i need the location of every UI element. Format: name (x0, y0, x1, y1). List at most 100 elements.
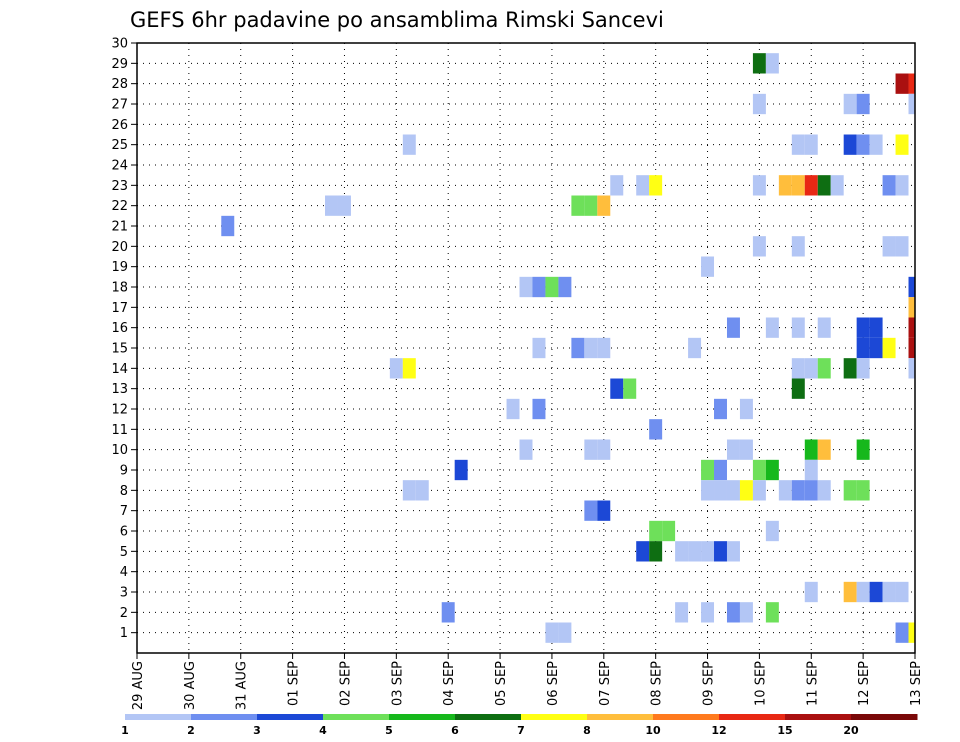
legend-swatch (455, 714, 522, 720)
data-cell (415, 480, 429, 501)
data-cell (791, 358, 805, 379)
y-tick-label: 23 (111, 179, 128, 194)
data-cell (804, 134, 818, 155)
data-cell (402, 358, 416, 379)
data-cell (714, 459, 727, 481)
data-cell (545, 276, 559, 298)
data-cell (752, 93, 766, 115)
data-cell (701, 480, 715, 501)
x-tick-label: 09 SEP (702, 661, 717, 706)
data-cell (325, 195, 338, 216)
data-cell (623, 378, 637, 399)
data-cell (908, 622, 915, 643)
data-cell (610, 378, 624, 399)
data-cell (895, 581, 909, 603)
data-cell (843, 358, 857, 379)
data-cell (752, 480, 766, 501)
y-tick-label: 12 (111, 403, 128, 418)
data-cell (804, 175, 818, 196)
data-cell (337, 195, 351, 216)
legend-swatch (587, 714, 654, 720)
x-tick-label: 30 AUG (183, 661, 198, 710)
data-cell (804, 358, 818, 379)
x-tick-label: 08 SEP (650, 661, 665, 706)
y-tick-label: 13 (111, 382, 128, 397)
data-cell (649, 175, 663, 196)
data-cell (714, 398, 727, 420)
data-cell (869, 337, 883, 359)
legend-swatch (785, 714, 852, 720)
data-cell (882, 175, 896, 196)
x-tick-label: 29 AUG (131, 661, 146, 710)
data-cell (882, 581, 896, 603)
data-cell (506, 398, 520, 420)
data-cell (908, 93, 915, 115)
data-cell (908, 73, 915, 94)
data-cell (714, 480, 727, 501)
legend-swatch (125, 714, 192, 720)
grid-lines (137, 43, 916, 653)
data-cell (571, 337, 585, 359)
data-cell (856, 581, 870, 603)
legend-swatch (389, 714, 456, 720)
legend-label: 7 (517, 724, 525, 737)
y-tick-label: 3 (120, 586, 128, 601)
data-cell (662, 520, 676, 542)
data-cell (584, 439, 598, 460)
data-cell (804, 439, 818, 460)
data-cell (869, 317, 883, 338)
data-cell (726, 439, 740, 460)
data-cell (675, 602, 689, 623)
data-cell (791, 134, 805, 155)
data-cell (895, 236, 909, 257)
y-tick-label: 18 (111, 281, 128, 296)
data-cell (532, 337, 546, 359)
x-tick-label: 13 SEP (909, 661, 924, 706)
x-tick-label: 05 SEP (494, 661, 509, 706)
y-tick-label: 29 (111, 57, 128, 72)
data-cell (843, 134, 857, 155)
data-cell (778, 175, 792, 196)
data-cell (688, 337, 702, 359)
data-cell (817, 480, 831, 501)
y-tick-label: 6 (120, 525, 128, 540)
data-cell (895, 134, 909, 155)
x-tick-label: 06 SEP (546, 661, 561, 706)
data-cell (856, 337, 870, 359)
x-tick-label: 03 SEP (390, 661, 405, 706)
data-cell (402, 480, 416, 501)
legend-swatch (851, 714, 918, 720)
data-cell (571, 195, 585, 216)
data-cell (856, 358, 870, 379)
data-cell (908, 297, 915, 318)
y-tick-label: 21 (111, 220, 128, 235)
y-tick-label: 26 (111, 118, 128, 133)
color-legend: 1 2 3 4 5 6 7 8 10 12 15 20 (121, 714, 918, 737)
data-cell (532, 276, 546, 298)
data-cell (791, 480, 805, 501)
y-tick-label: 24 (111, 159, 128, 174)
legend-label: 1 (121, 724, 129, 737)
data-cell (908, 358, 915, 379)
y-tick-label: 30 (111, 37, 128, 52)
data-cell (545, 622, 559, 643)
legend-swatch (653, 714, 720, 720)
y-tick-label: 27 (111, 98, 128, 113)
data-cell (636, 541, 650, 562)
data-cell (389, 358, 403, 379)
y-tick-label: 25 (111, 138, 128, 153)
y-tick-label: 5 (120, 545, 128, 560)
data-cell (532, 398, 546, 420)
data-cell (804, 459, 818, 481)
data-cell (908, 317, 915, 338)
data-cell (908, 276, 915, 298)
data-cell (597, 337, 611, 359)
data-cell (895, 175, 909, 196)
y-tick-label: 9 (120, 464, 128, 479)
data-cell (752, 236, 766, 257)
data-cell (649, 541, 663, 562)
data-cell (895, 73, 909, 94)
data-cell (830, 175, 844, 196)
data-cell (895, 622, 909, 643)
